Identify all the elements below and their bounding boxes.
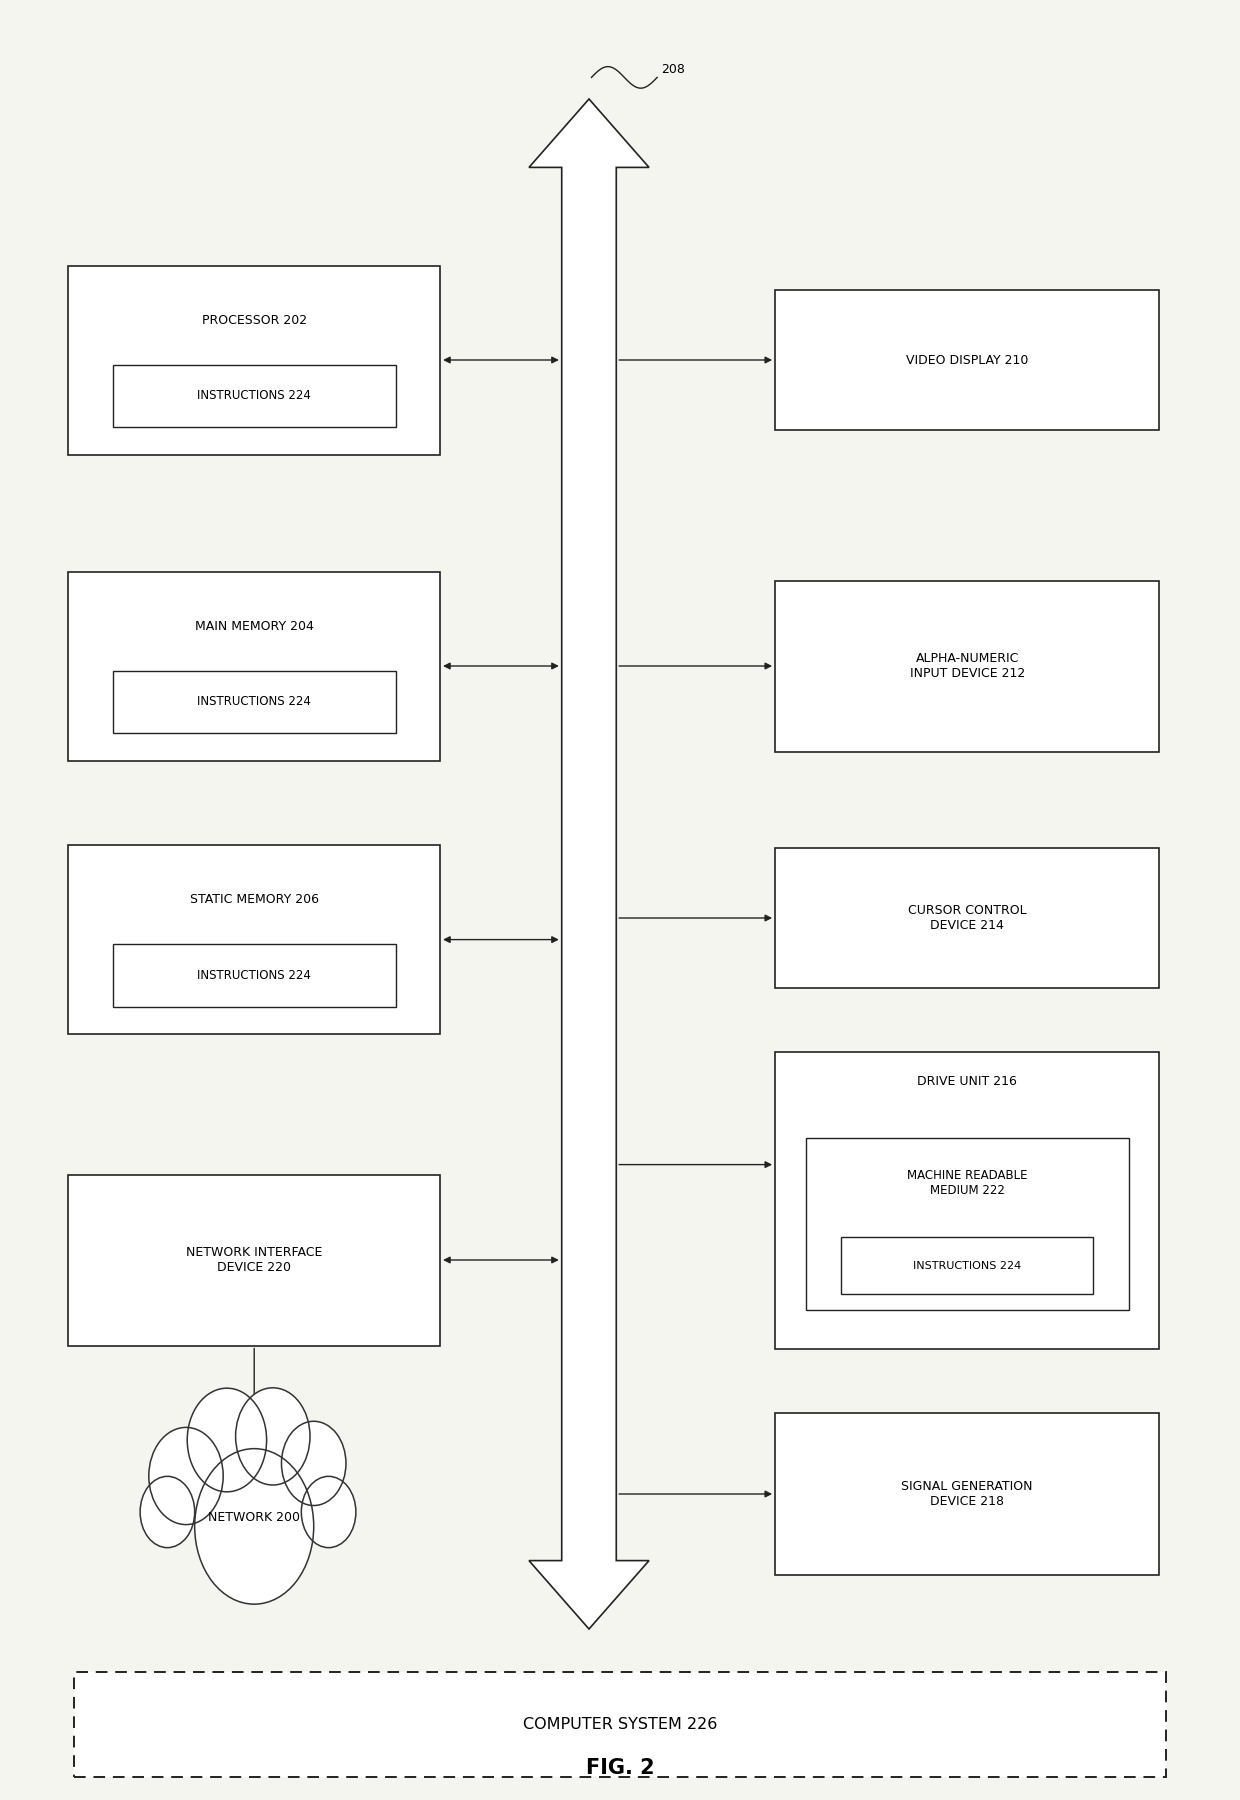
Text: CURSOR CONTROL
DEVICE 214: CURSOR CONTROL DEVICE 214 [908, 904, 1027, 932]
Text: INSTRUCTIONS 224: INSTRUCTIONS 224 [197, 389, 311, 403]
Bar [775, 580, 1159, 752]
Text: COMPUTER SYSTEM 226: COMPUTER SYSTEM 226 [523, 1717, 717, 1732]
Text: VIDEO DISPLAY 210: VIDEO DISPLAY 210 [906, 353, 1028, 367]
Ellipse shape [281, 1422, 346, 1505]
Text: INSTRUCTIONS 224: INSTRUCTIONS 224 [913, 1260, 1022, 1271]
Text: SIGNAL GENERATION
DEVICE 218: SIGNAL GENERATION DEVICE 218 [901, 1480, 1033, 1508]
Bar [74, 1672, 1166, 1777]
Text: MACHINE READABLE
MEDIUM 222: MACHINE READABLE MEDIUM 222 [906, 1168, 1028, 1197]
Text: DRIVE UNIT 216: DRIVE UNIT 216 [918, 1075, 1017, 1089]
Ellipse shape [195, 1449, 314, 1604]
Bar [806, 1138, 1128, 1310]
Bar [68, 572, 440, 760]
Text: NETWORK 200: NETWORK 200 [208, 1510, 300, 1525]
Text: PROCESSOR 202: PROCESSOR 202 [202, 313, 306, 328]
Text: ALPHA-NUMERIC
INPUT DEVICE 212: ALPHA-NUMERIC INPUT DEVICE 212 [910, 652, 1024, 680]
Bar [841, 1237, 1094, 1294]
Ellipse shape [140, 1476, 195, 1548]
Text: 208: 208 [661, 63, 684, 76]
Bar [68, 1175, 440, 1346]
Bar [113, 945, 396, 1006]
Bar [113, 365, 396, 427]
Ellipse shape [187, 1388, 267, 1492]
Bar [68, 265, 440, 454]
Bar [775, 1413, 1159, 1575]
Bar [775, 848, 1159, 988]
Text: FIG. 2: FIG. 2 [585, 1759, 655, 1778]
Bar [68, 846, 440, 1033]
Bar [113, 671, 396, 733]
Polygon shape [529, 99, 649, 1629]
Text: MAIN MEMORY 204: MAIN MEMORY 204 [195, 619, 314, 634]
Ellipse shape [301, 1476, 356, 1548]
Bar [775, 1051, 1159, 1350]
Ellipse shape [236, 1388, 310, 1485]
Ellipse shape [149, 1427, 223, 1525]
Text: STATIC MEMORY 206: STATIC MEMORY 206 [190, 893, 319, 907]
Text: INSTRUCTIONS 224: INSTRUCTIONS 224 [197, 695, 311, 709]
Text: NETWORK INTERFACE
DEVICE 220: NETWORK INTERFACE DEVICE 220 [186, 1246, 322, 1274]
Bar [775, 290, 1159, 430]
Text: INSTRUCTIONS 224: INSTRUCTIONS 224 [197, 968, 311, 983]
